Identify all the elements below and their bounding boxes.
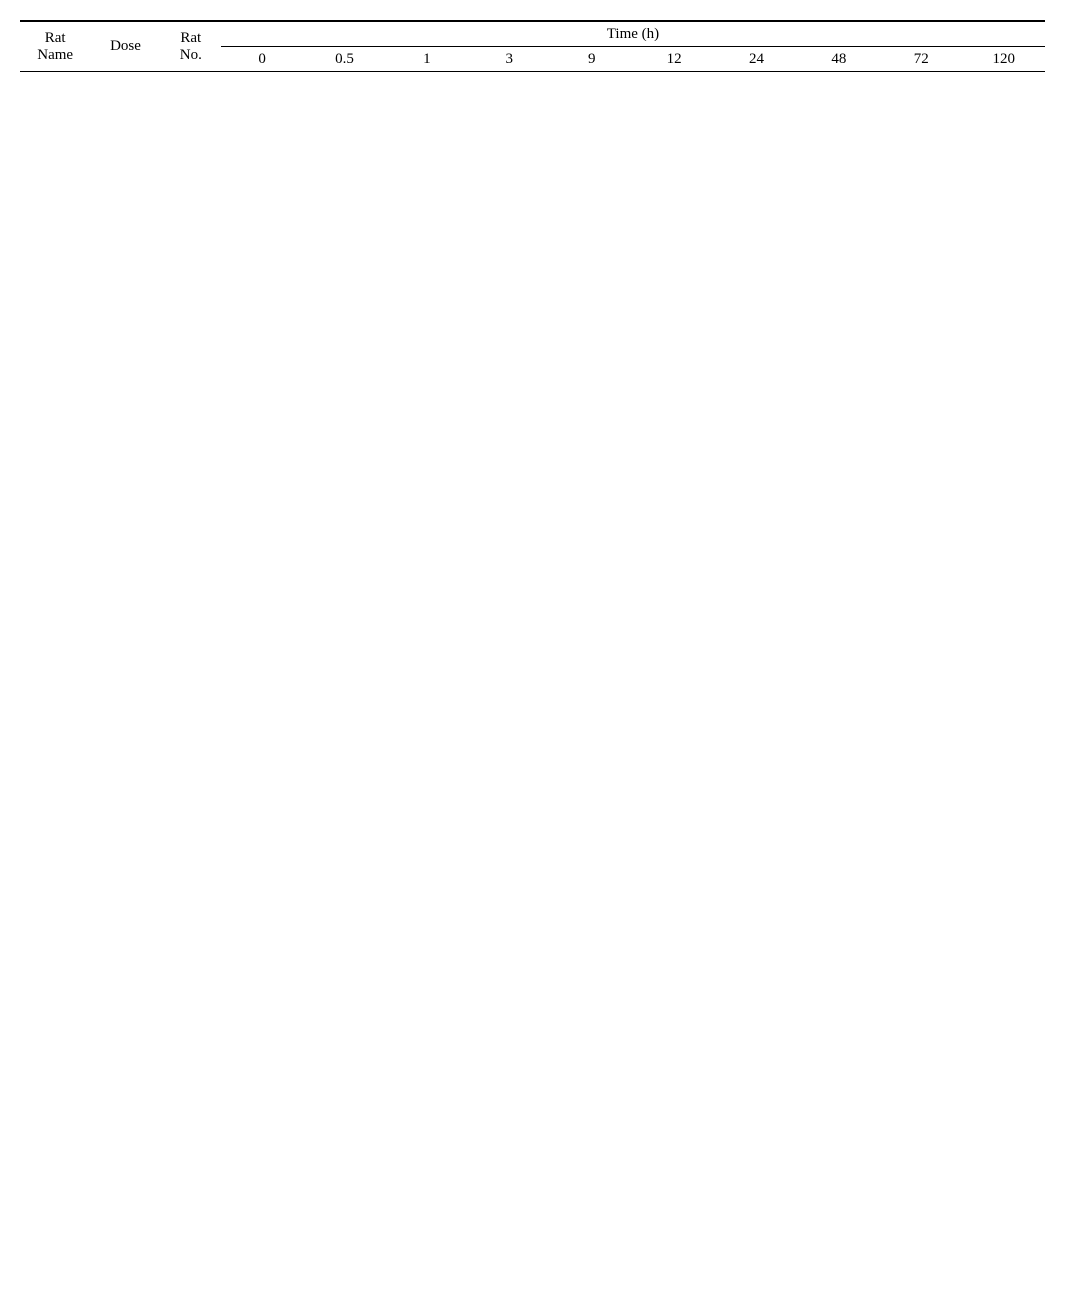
data-table: Rat Name Dose Rat No. Time (h) 00.513912… <box>20 20 1045 72</box>
col-time-6: 24 <box>715 47 797 72</box>
col-time-1: 0.5 <box>303 47 385 72</box>
col-time-2: 1 <box>386 47 468 72</box>
col-time-0: 0 <box>221 47 303 72</box>
col-time-header: Time (h) <box>221 21 1045 47</box>
col-rat-name: Rat Name <box>20 21 90 72</box>
table-header: Rat Name Dose Rat No. Time (h) 00.513912… <box>20 21 1045 72</box>
col-time-7: 48 <box>798 47 880 72</box>
col-rat-no: Rat No. <box>161 21 221 72</box>
col-time-8: 72 <box>880 47 962 72</box>
col-dose: Dose <box>90 21 160 72</box>
col-time-4: 9 <box>551 47 633 72</box>
col-time-5: 12 <box>633 47 715 72</box>
col-time-3: 3 <box>468 47 550 72</box>
col-time-9: 120 <box>962 47 1045 72</box>
